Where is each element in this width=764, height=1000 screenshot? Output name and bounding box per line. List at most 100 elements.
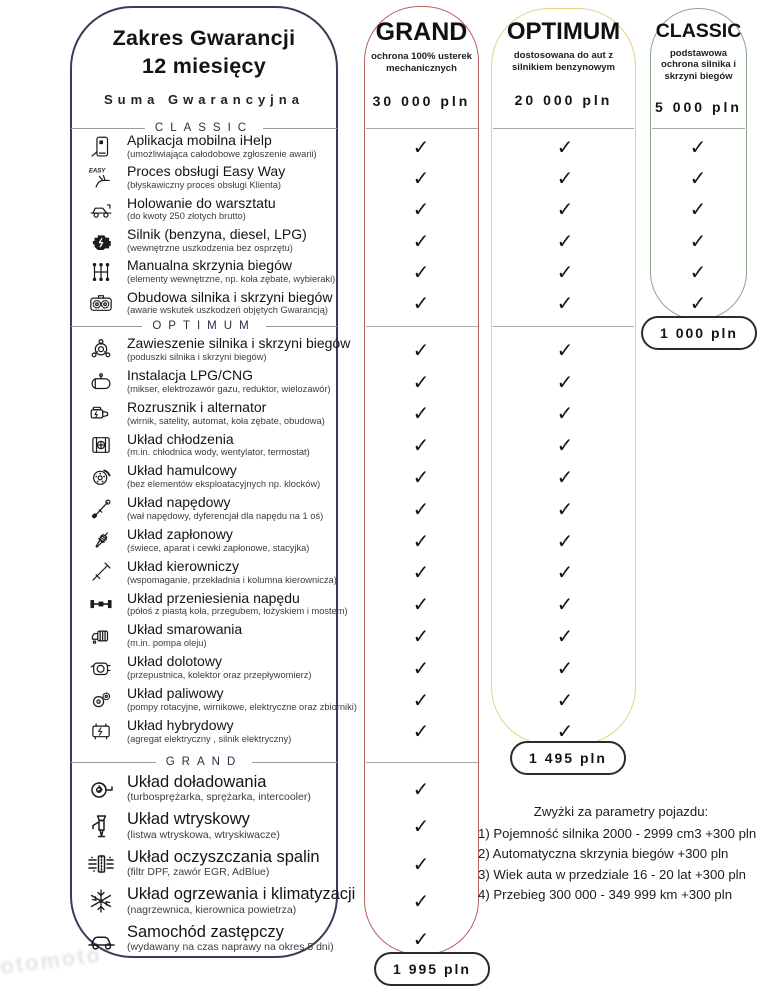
snowflake-icon: [84, 885, 118, 917]
engine-mount-icon: [84, 337, 118, 363]
page-title-line2: 12 miesięcy: [141, 54, 267, 78]
axle-icon: [84, 591, 118, 617]
column-divider-line: [366, 326, 478, 327]
note-line: 2) Automatyczna skrzynia biegów +300 pln: [478, 846, 729, 861]
coverage-row: Instalacja LPG/CNG (mikser, elektrozawór …: [84, 366, 338, 398]
grand-price-pill: 1 995 pln: [374, 952, 490, 986]
notes-title: Zwyżki za parametry pojazdu:: [533, 804, 709, 819]
oil-pump-icon: [84, 623, 118, 649]
section-divider-classic: CLASSIC: [71, 120, 337, 136]
checkmark-optimum: ✓: [556, 624, 574, 649]
checkmark-grand: ✓: [412, 337, 430, 362]
driveshaft-icon: [84, 496, 118, 522]
brake-disc-icon: [84, 464, 118, 490]
plan-header-optimum: OPTIMUM dostosowana do aut z silnikiem b…: [493, 20, 634, 108]
gear-shifter-icon: [84, 259, 118, 285]
checkmark-grand: ✓: [412, 592, 430, 617]
checkmark-optimum: ✓: [556, 719, 574, 744]
coverage-subtitle: (błyskawiczny proces obsługi Klienta): [127, 179, 281, 190]
checkmark-grand: ✓: [412, 291, 430, 316]
checkmark-grand: ✓: [412, 197, 430, 222]
easy-way-hand-icon: EASY: [84, 165, 118, 191]
checkmark-optimum: ✓: [556, 592, 574, 617]
checkmark-grand: ✓: [412, 560, 430, 585]
steering-icon: [84, 559, 118, 585]
coverage-row: Holowanie do warsztatu (do kwoty 250 złot…: [84, 194, 338, 225]
coverage-title: Instalacja LPG/CNG: [127, 367, 254, 384]
section-label: GRAND: [165, 756, 243, 768]
section-divider-grand: GRAND: [71, 754, 337, 770]
coverage-subtitle: (agregat elektryczny , silnik elektryczn…: [127, 733, 292, 744]
checkmark-optimum: ✓: [556, 165, 574, 190]
checkmark-grand: ✓: [412, 776, 430, 801]
coverage-title: Układ paliwowy: [127, 685, 224, 702]
checkmark-optimum: ✓: [556, 433, 574, 458]
plan-description: ochrona 100% usterek mechanicznych: [371, 51, 472, 74]
coverage-title: Układ oczyszczania spalin: [127, 847, 320, 866]
checkmark-optimum: ✓: [556, 369, 574, 394]
coverage-title: Układ wtryskowy: [127, 810, 250, 829]
surcharge-notes: Zwyżki za parametry pojazdu: 1) Pojemnoś…: [478, 802, 764, 906]
checkmark-optimum: ✓: [556, 465, 574, 490]
coverage-row: Silnik (benzyna, diesel, LPG) (wewnętrzne…: [84, 225, 338, 256]
coverage-title: Układ napędowy: [127, 494, 231, 511]
dpf-filter-icon: [84, 848, 118, 880]
coverage-title: Zawieszenie silnika i skrzyni biegów: [127, 335, 351, 352]
classic-price-pill: 1 000 pln: [641, 316, 757, 350]
radiator-icon: [84, 432, 118, 458]
plan-sum: 20 000 pln: [514, 91, 613, 108]
plan-description: dostosowana do aut z silnikiem benzynowy…: [512, 50, 615, 73]
optimum-price-pill: 1 495 pln: [510, 741, 626, 775]
plan-sum: 5 000 pln: [655, 99, 742, 116]
coverage-title: Układ kierowniczy: [127, 557, 240, 574]
coverage-subtitle: (do kwoty 250 złotych brutto): [127, 211, 246, 222]
section-divider-optimum: OPTIMUM: [71, 318, 337, 334]
coverage-subtitle: (m.in. chłodnica wody, wentylator, termo…: [127, 447, 310, 458]
checkmark-grand: ✓: [412, 465, 430, 490]
coverage-row: Układ oczyszczania spalin (filtr DPF, zaw…: [84, 845, 338, 883]
checkmark-optimum: ✓: [556, 496, 574, 521]
fuel-pump-icon: [84, 687, 118, 713]
checkmark-grand: ✓: [412, 496, 430, 521]
starter-icon: [84, 400, 118, 426]
coverage-title: Układ dolotowy: [127, 653, 222, 670]
note-line: 1) Pojemność silnika 2000 - 2999 cm3 +30…: [478, 825, 757, 841]
coverage-title: Układ hybrydowy: [127, 716, 234, 733]
turbo-icon: [84, 773, 118, 805]
page-title-line1: Zakres Gwarancji: [112, 26, 296, 50]
coverage-subtitle: (turbosprężarka, sprężarka, intercooler): [127, 791, 311, 804]
checkmark-grand: ✓: [412, 401, 430, 426]
checkmark-grand: ✓: [412, 433, 430, 458]
coverage-subtitle: (wewnętrzne uszkodzenia bez osprzętu): [127, 242, 293, 253]
coverage-title: Aplikacja mobilna iHelp: [127, 132, 272, 148]
checkmark-optimum: ✓: [556, 337, 574, 362]
coverage-title: Silnik (benzyna, diesel, LPG): [127, 225, 307, 242]
coverage-row: Układ dolotowy (przepustnica, kolektor or…: [84, 652, 338, 684]
coverage-title: Układ hamulcowy: [127, 462, 237, 479]
checkmark-optimum: ✓: [556, 259, 574, 284]
intake-icon: [84, 655, 118, 681]
coverage-title: Układ smarowania: [127, 621, 243, 638]
coverage-title: Układ zapłonowy: [127, 526, 233, 543]
grand-column-frame: [364, 6, 479, 955]
coverage-subtitle: (m.in. pompa oleju): [127, 638, 207, 649]
coverage-title: Rozrusznik i alternator: [127, 398, 267, 415]
coverage-card-frame: [70, 6, 338, 958]
coverage-subtitle: (umożliwiająca całodobowe zgłoszenie awa…: [127, 148, 317, 159]
coverage-row: Układ doładowania (turbosprężarka, spręża…: [84, 770, 338, 808]
plan-name: OPTIMUM: [506, 18, 621, 45]
checkmark-grand: ✓: [412, 926, 430, 951]
classic-column-frame: [650, 8, 747, 320]
plan-name: CLASSIC: [655, 20, 742, 42]
coverage-subtitle: (wspomaganie, przekładnia i kolumna kier…: [127, 574, 337, 585]
coverage-row: Układ paliwowy (pompy rotacyjne, wirnikow…: [84, 684, 357, 716]
checkmark-grand: ✓: [412, 134, 430, 159]
coverage-row: Układ napędowy (wał napędowy, dyferencjał…: [84, 493, 338, 525]
note-line: 3) Wiek auta w przedziale 16 - 20 lat +3…: [478, 866, 746, 882]
lpg-tank-icon: [84, 369, 118, 395]
checkmark-optimum: ✓: [556, 228, 574, 253]
checkmark-grand: ✓: [412, 528, 430, 553]
checkmark-optimum: ✓: [556, 655, 574, 680]
checkmark-optimum: ✓: [556, 401, 574, 426]
